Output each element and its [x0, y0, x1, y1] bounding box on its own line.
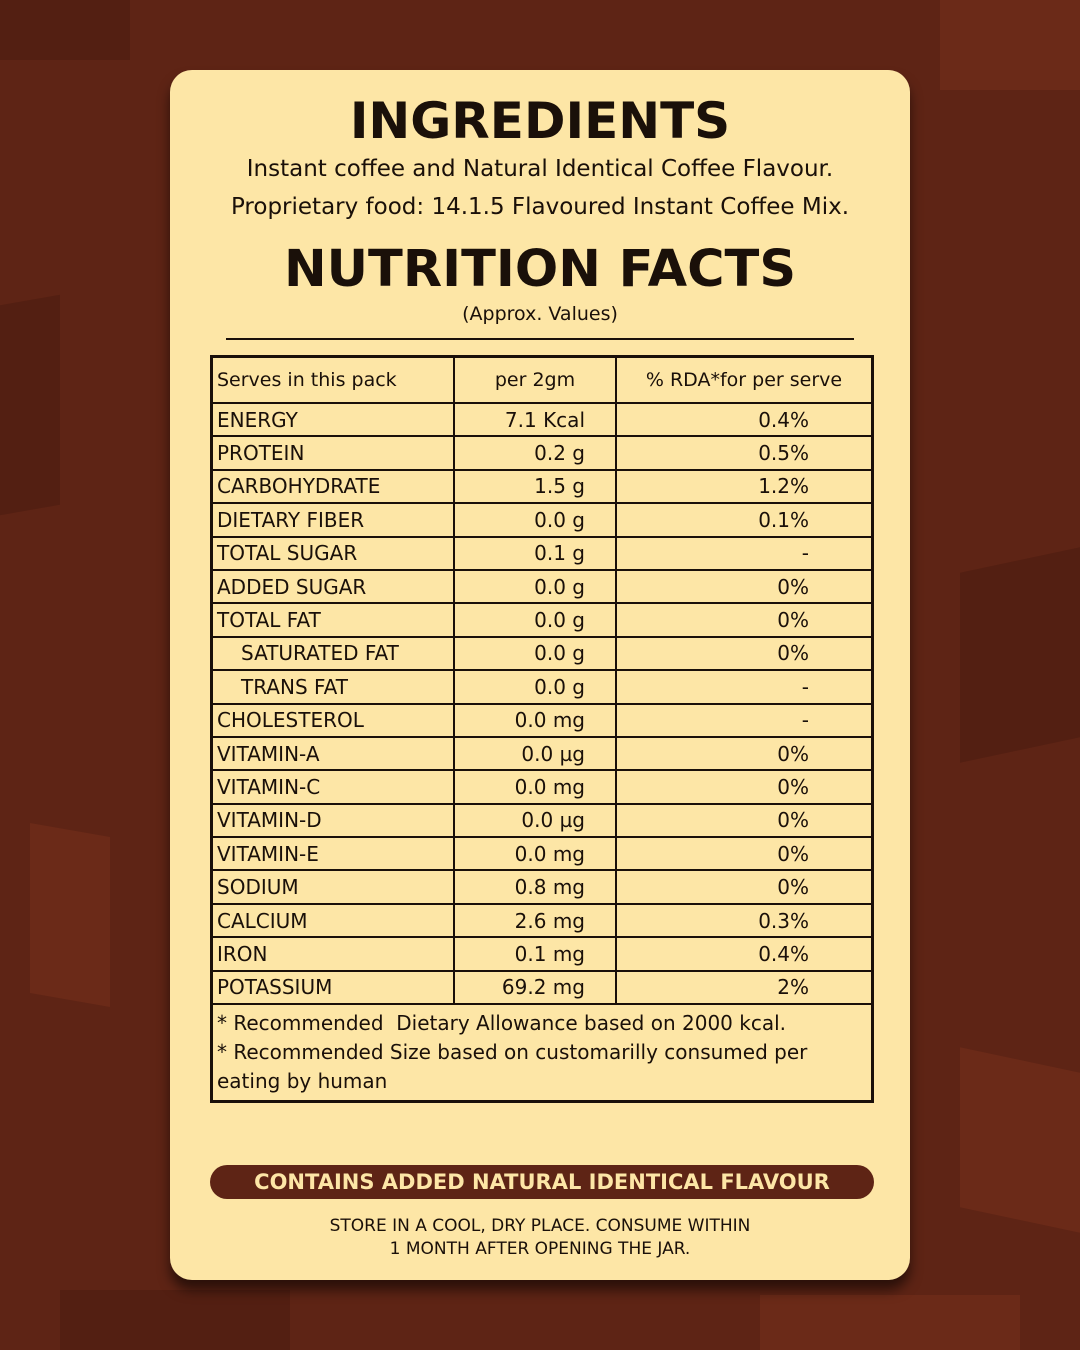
header-serves: Serves in this pack — [210, 355, 455, 404]
header-rda: % RDA*for per serve — [615, 355, 874, 404]
table-notes-row: * Recommended Dietary Allowance based on… — [210, 1003, 874, 1103]
nutrient-per-value: 0.0 g — [453, 568, 617, 605]
table-row: SATURATED FAT 0.0 g 0% — [210, 635, 874, 672]
nutrient-rda-value: 0% — [615, 802, 874, 839]
note-serving-size: * Recommended Size based on customarilly… — [217, 1040, 808, 1094]
table-row: VITAMIN-E 0.0 mg 0% — [210, 836, 874, 872]
nutrient-per-value: 1.5 g — [453, 468, 617, 505]
nutrient-name: ADDED SUGAR — [210, 568, 455, 605]
nutrition-subtitle: (Approx. Values) — [462, 303, 618, 325]
table-row: POTASSIUM 69.2 mg 2% — [210, 969, 874, 1006]
table-row: CARBOHYDRATE 1.5 g 1.2% — [210, 468, 874, 505]
nutrient-rda-value: 2% — [615, 969, 874, 1006]
nutrient-rda-value: 0.1% — [615, 502, 874, 538]
table-header-row: Serves in this pack per 2gm % RDA*for pe… — [210, 355, 874, 404]
nutrient-rda-value: 0% — [615, 602, 874, 638]
nutrient-per-value: 0.0 g — [453, 602, 617, 638]
nutrient-per-value: 7.1 Kcal — [453, 401, 617, 438]
nutrient-per-value: 0.0 g — [453, 669, 617, 705]
table-row: CALCIUM 2.6 mg 0.3% — [210, 902, 874, 939]
nutrient-name: ENERGY — [210, 401, 455, 438]
nutrient-rda-value: - — [615, 702, 874, 738]
nutrient-per-value: 0.0 g — [453, 502, 617, 538]
ingredients-title: INGREDIENTS — [349, 92, 731, 150]
nutrient-name: CALCIUM — [210, 902, 455, 939]
background-block — [960, 1047, 1080, 1233]
ingredients-line-1: Instant coffee and Natural Identical Cof… — [246, 156, 834, 182]
table-row: VITAMIN-A 0.0 µg 0% — [210, 735, 874, 772]
nutrient-rda-value: 0.4% — [615, 936, 874, 972]
nutrient-name: PROTEIN — [210, 435, 455, 471]
nutrient-name: VITAMIN-E — [210, 836, 455, 872]
background-block — [30, 822, 110, 1008]
nutrient-per-value: 0.0 g — [453, 635, 617, 672]
nutrient-name: TOTAL SUGAR — [210, 535, 455, 571]
nutrient-rda-value: 0% — [615, 735, 874, 772]
nutrient-per-value: 0.1 g — [453, 535, 617, 571]
header-per: per 2gm — [453, 355, 617, 404]
storage-line-2: 1 MONTH AFTER OPENING THE JAR. — [389, 1239, 691, 1259]
table-row: TOTAL FAT 0.0 g 0% — [210, 602, 874, 638]
nutrient-per-value: 0.2 g — [453, 435, 617, 471]
nutrient-per-value: 0.0 µg — [453, 802, 617, 839]
nutrient-rda-value: - — [615, 535, 874, 571]
nutrient-per-value: 0.0 mg — [453, 836, 617, 872]
background-block — [0, 0, 130, 60]
nutrient-rda-value: 0% — [615, 836, 874, 872]
table-row: ENERGY 7.1 Kcal 0.4% — [210, 401, 874, 438]
background-block — [0, 294, 60, 516]
table-row: PROTEIN 0.2 g 0.5% — [210, 435, 874, 471]
nutrient-name: TRANS FAT — [210, 669, 455, 705]
nutrient-per-value: 0.0 mg — [453, 769, 617, 805]
table-row: TOTAL SUGAR 0.1 g- — [210, 535, 874, 571]
label-card: INGREDIENTS Instant coffee and Natural I… — [170, 70, 910, 1280]
nutrient-per-value: 0.1 mg — [453, 936, 617, 972]
nutrition-title: NUTRITION FACTS — [283, 240, 797, 299]
nutrient-per-value: 0.0 µg — [453, 735, 617, 772]
note-rda: * Recommended Dietary Allowance based on… — [217, 1011, 787, 1036]
ingredients-line-2: Proprietary food: 14.1.5 Flavoured Insta… — [230, 194, 850, 220]
nutrient-rda-value: 0% — [615, 568, 874, 605]
nutrient-name: VITAMIN-D — [210, 802, 455, 839]
background-block — [960, 547, 1080, 763]
nutrient-name: POTASSIUM — [210, 969, 455, 1006]
nutrient-name: VITAMIN-A — [210, 735, 455, 772]
background-block — [60, 1290, 290, 1350]
flavour-banner: CONTAINS ADDED NATURAL IDENTICAL FLAVOUR — [210, 1165, 874, 1199]
table-row: DIETARY FIBER 0.0 g 0.1% — [210, 502, 874, 538]
divider — [226, 338, 854, 340]
nutrient-name: VITAMIN-C — [210, 769, 455, 805]
nutrient-name: TOTAL FAT — [210, 602, 455, 638]
table-row: IRON 0.1 mg 0.4% — [210, 936, 874, 972]
nutrient-rda-value: 1.2% — [615, 468, 874, 505]
nutrient-name: SATURATED FAT — [210, 635, 455, 672]
table-notes: * Recommended Dietary Allowance based on… — [210, 1003, 874, 1103]
nutrient-rda-value: 0.3% — [615, 902, 874, 939]
nutrient-per-value: 0.0 mg — [453, 702, 617, 738]
nutrient-rda-value: 0% — [615, 769, 874, 805]
table-row: CHOLESTEROL 0.0 mg - — [210, 702, 874, 738]
background-block — [760, 1295, 1020, 1350]
table-row: VITAMIN-C 0.0 mg 0% — [210, 769, 874, 805]
nutrient-per-value: 0.8 mg — [453, 869, 617, 905]
nutrient-rda-value: 0% — [615, 869, 874, 905]
table-row: TRANS FAT 0.0 g- — [210, 669, 874, 705]
nutrient-rda-value: 0% — [615, 635, 874, 672]
nutrient-name: IRON — [210, 936, 455, 972]
nutrient-per-value: 69.2 mg — [453, 969, 617, 1006]
nutrient-name: DIETARY FIBER — [210, 502, 455, 538]
background-block — [940, 0, 1080, 90]
nutrient-rda-value: 0.4% — [615, 401, 874, 438]
table-row: SODIUM 0.8 mg 0% — [210, 869, 874, 905]
nutrient-per-value: 2.6 mg — [453, 902, 617, 939]
table-row: VITAMIN-D 0.0 µg 0% — [210, 802, 874, 839]
nutrient-name: SODIUM — [210, 869, 455, 905]
table-row: ADDED SUGAR 0.0 g 0% — [210, 568, 874, 605]
nutrition-table: Serves in this pack per 2gm % RDA*for pe… — [210, 355, 874, 1104]
nutrient-rda-value: 0.5% — [615, 435, 874, 471]
storage-line-1: STORE IN A COOL, DRY PLACE. CONSUME WITH… — [329, 1216, 751, 1236]
nutrient-name: CARBOHYDRATE — [210, 468, 455, 505]
nutrient-name: CHOLESTEROL — [210, 702, 455, 738]
nutrient-rda-value: - — [615, 669, 874, 705]
